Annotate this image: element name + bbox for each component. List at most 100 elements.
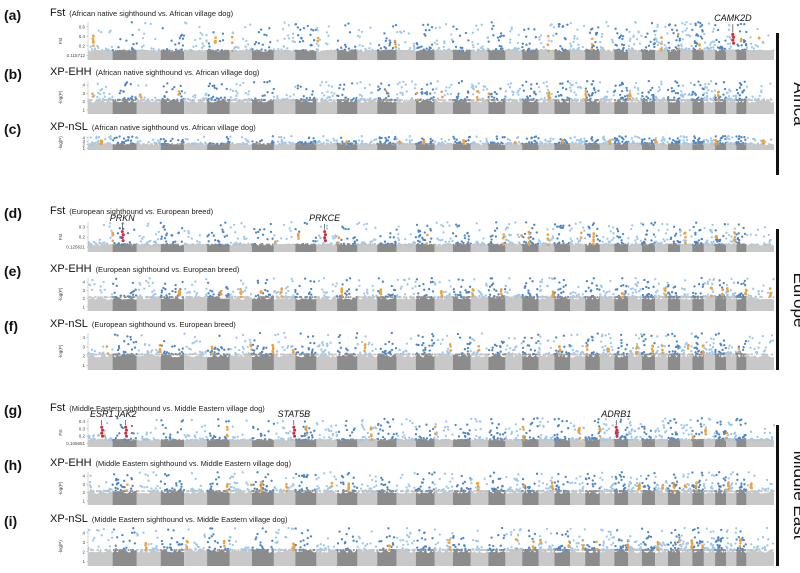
snp-point — [245, 237, 248, 240]
snp-point — [126, 231, 130, 235]
snp-point — [422, 238, 425, 241]
snp-point — [457, 81, 461, 85]
chromosome-band — [703, 100, 716, 114]
snp-point — [97, 46, 100, 49]
snp-point — [443, 40, 446, 43]
chromosome-band — [415, 99, 435, 114]
snp-point — [641, 223, 645, 226]
snp-point — [550, 238, 553, 241]
snp-point — [197, 138, 200, 142]
snp-point — [680, 90, 683, 93]
snp-point — [601, 240, 604, 243]
snp-point — [235, 90, 238, 93]
snp-point — [517, 235, 521, 239]
snp-point — [374, 226, 377, 229]
snp-point — [695, 42, 699, 45]
snp-point — [114, 49, 117, 52]
chromosome-band — [488, 49, 506, 60]
snp-point — [521, 98, 524, 101]
chromosome-band — [655, 99, 668, 114]
snp-point — [685, 27, 689, 30]
snp-point — [666, 238, 669, 241]
snp-point — [690, 235, 693, 238]
snp-point — [740, 44, 743, 47]
snp-point — [741, 235, 744, 238]
snp-point — [112, 282, 115, 285]
snp-point — [280, 48, 283, 51]
snp-point — [358, 35, 361, 38]
snp-point — [131, 135, 134, 138]
snp-point — [378, 136, 381, 139]
candidate-point — [590, 43, 594, 46]
snp-point — [691, 93, 694, 96]
snp-point — [743, 80, 746, 83]
snp-point — [445, 86, 448, 89]
snp-point — [681, 22, 684, 25]
snp-point — [631, 96, 634, 100]
chromosome-band — [554, 99, 570, 114]
snp-point — [397, 238, 401, 242]
snp-point — [667, 24, 671, 27]
snp-point — [647, 79, 650, 83]
chromosome-band — [570, 49, 586, 60]
snp-point — [742, 39, 746, 42]
snp-point — [244, 91, 247, 95]
snp-point — [361, 140, 364, 143]
snp-point — [137, 288, 141, 291]
snp-point — [360, 135, 363, 138]
snp-point — [649, 98, 652, 101]
snp-point — [303, 221, 306, 225]
snp-point — [560, 94, 563, 97]
snp-point — [492, 34, 495, 37]
snp-point — [700, 237, 703, 241]
snp-point — [493, 96, 496, 99]
snp-point — [322, 135, 325, 138]
candidate-point — [590, 37, 594, 41]
snp-point — [546, 228, 549, 231]
snp-point — [432, 96, 435, 99]
candidate-point — [502, 236, 505, 240]
snp-point — [596, 138, 600, 142]
snp-point — [154, 96, 157, 99]
snp-point — [542, 49, 545, 52]
snp-point — [568, 82, 572, 85]
candidate-point — [394, 45, 398, 49]
snp-point — [138, 234, 141, 238]
snp-point — [666, 223, 669, 226]
snp-point — [451, 239, 454, 243]
snp-point — [263, 228, 266, 231]
snp-point — [210, 231, 214, 235]
panel-d: (d) Fst (European sighthound vs. European … — [4, 205, 774, 252]
snp-point — [147, 222, 150, 225]
snp-point — [392, 49, 395, 52]
snp-point — [409, 46, 412, 50]
snp-point — [666, 49, 669, 52]
snp-point — [179, 34, 182, 38]
snp-point — [557, 94, 561, 97]
snp-point — [482, 237, 485, 240]
snp-point — [551, 235, 554, 238]
snp-point — [160, 235, 163, 238]
snp-point — [192, 45, 195, 48]
snp-point — [737, 44, 740, 48]
snp-point — [708, 228, 712, 232]
snp-point — [607, 24, 610, 28]
snp-point — [300, 36, 303, 40]
snp-point — [673, 96, 676, 99]
snp-point — [482, 88, 485, 92]
snp-point — [579, 86, 583, 90]
snp-point — [723, 223, 727, 226]
snp-point — [364, 49, 367, 52]
snp-point — [665, 46, 668, 49]
snp-point — [436, 80, 439, 83]
snp-point — [407, 32, 411, 35]
snp-point — [132, 48, 135, 51]
snp-point — [141, 36, 145, 40]
snp-point — [133, 228, 136, 231]
snp-point — [742, 89, 746, 92]
snp-point — [505, 238, 509, 241]
snp-point — [475, 135, 478, 138]
snp-point — [436, 49, 439, 52]
snp-point — [504, 49, 507, 53]
snp-point — [571, 141, 574, 144]
